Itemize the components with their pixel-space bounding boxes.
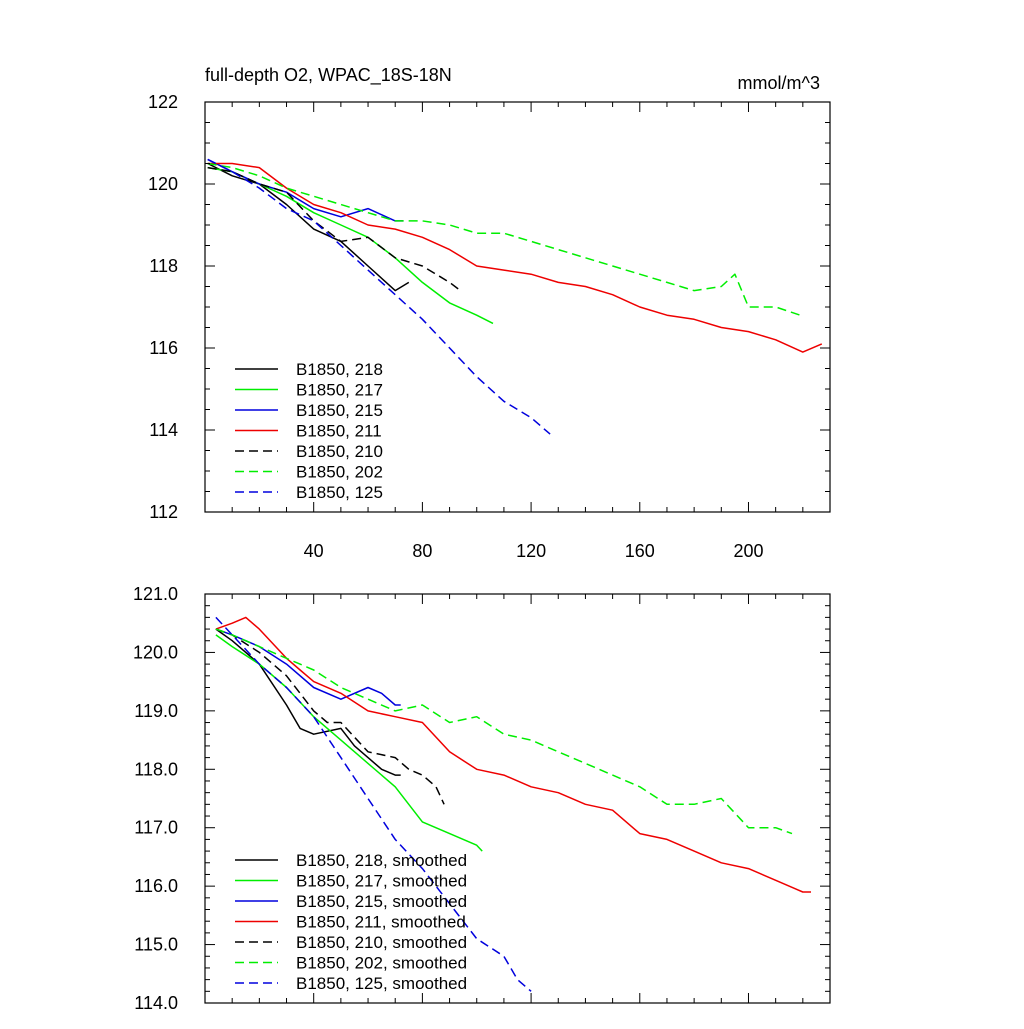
legend-label: B1850, 211 [296,422,382,441]
y-tick-label: 118.0 [134,759,178,779]
top-chart-units: mmol/m^3 [738,73,820,93]
y-tick-label: 114.0 [134,993,178,1013]
y-tick-label: 120.0 [133,642,178,662]
series-line-7 [207,158,551,435]
legend-label: B1850, 202 [296,463,383,482]
legend-label: B1850, 218, smoothed [296,851,467,870]
legend-label: B1850, 215, smoothed [296,892,467,911]
y-tick-label: 114 [149,420,178,440]
series-line-2 [207,166,494,325]
x-tick-label: 200 [733,541,763,561]
legend-label: B1850, 218 [296,360,383,379]
x-tick-label: 80 [412,541,432,561]
x-tick-label: 160 [625,541,655,561]
series-line-2 [215,634,483,852]
series-line-1 [207,162,410,292]
top-chart-title: full-depth O2, WPAC_18S-18N [205,65,452,86]
series-line-7 [215,616,532,992]
legend-label: B1850, 210 [296,442,383,461]
y-tick-label: 120 [148,174,178,194]
series-line-5 [215,628,445,805]
y-tick-label: 116.0 [134,876,178,896]
legend-label: B1850, 125 [296,483,383,502]
plot-frame [204,593,831,1004]
y-tick-label: 118 [149,256,178,276]
legend-label: B1850, 210, smoothed [296,933,467,952]
y-tick-label: 119.0 [134,701,178,721]
y-tick-label: 116 [149,338,178,358]
legend-label: B1850, 215 [296,401,383,420]
legend-label: B1850, 211, smoothed [296,913,466,932]
y-tick-label: 117.0 [134,818,178,838]
legend-label: B1850, 217 [296,381,383,400]
legend-label: B1850, 125, smoothed [296,974,467,993]
bottom-plot: 114.0 115.0 116.0 117.0 118.0 119.0 120.0 121.0… [133,584,831,1013]
top-plot: 40 80 120 160 200 112 114 116 118 120 122 B1850, 21… [148,92,831,561]
legend-label: B1850, 202, smoothed [296,954,467,973]
series-line-4 [207,162,823,353]
series-line-4 [215,616,811,893]
series-line-6 [207,162,801,316]
y-tick-label: 112 [149,502,178,522]
y-tick-label: 115.0 [134,935,178,955]
x-tick-label: 120 [516,541,546,561]
series-line-5 [207,166,461,292]
y-tick-label: 122 [148,92,178,112]
y-tick-label: 121.0 [133,584,178,604]
series-line-6 [215,628,793,835]
legend-label: B1850, 217, smoothed [296,872,467,891]
x-tick-label: 40 [304,541,324,561]
